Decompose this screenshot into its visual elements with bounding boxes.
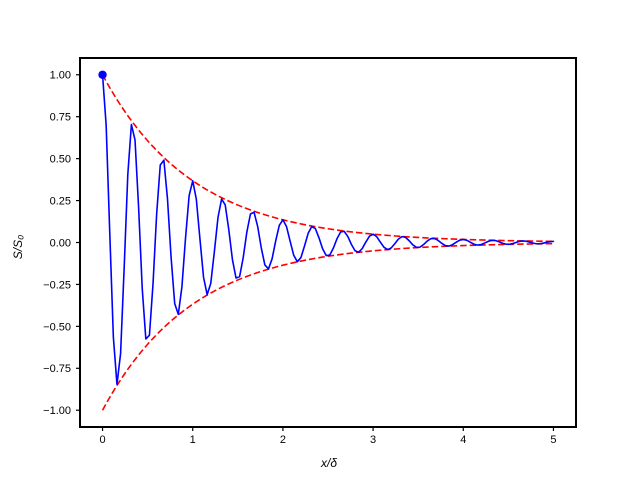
svg-text:−1.00: −1.00	[43, 405, 71, 417]
svg-text:0.00: 0.00	[50, 237, 71, 249]
svg-text:−0.50: −0.50	[43, 321, 71, 333]
svg-text:2: 2	[280, 434, 286, 446]
svg-text:3: 3	[370, 434, 376, 446]
svg-text:0.50: 0.50	[50, 154, 71, 166]
svg-text:0.75: 0.75	[50, 112, 71, 124]
svg-text:0.25: 0.25	[50, 196, 71, 208]
svg-text:1: 1	[190, 434, 196, 446]
svg-text:−0.75: −0.75	[43, 363, 71, 375]
svg-text:−0.25: −0.25	[43, 279, 71, 291]
svg-text:0: 0	[99, 434, 105, 446]
svg-text:4: 4	[460, 434, 466, 446]
svg-text:x/δ: x/δ	[320, 456, 337, 470]
svg-text:1.00: 1.00	[50, 70, 71, 82]
svg-text:5: 5	[550, 434, 556, 446]
svg-text:S/S₀: S/S₀	[11, 235, 25, 259]
